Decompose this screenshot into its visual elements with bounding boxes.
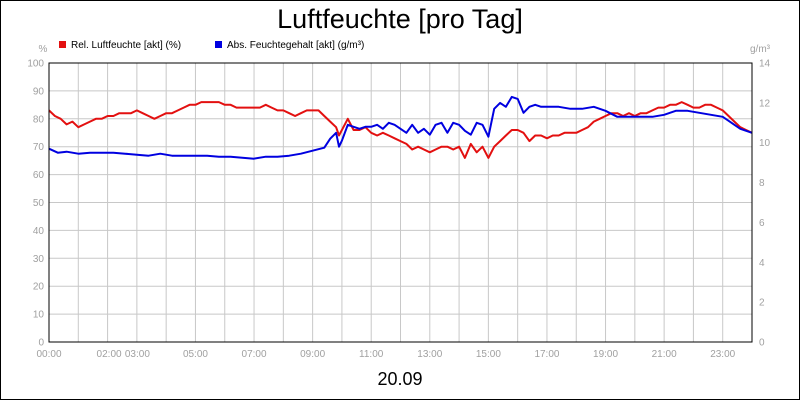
left-axis-unit: % — [39, 44, 48, 55]
left-tick-label: 70 — [33, 142, 45, 153]
right-tick-label: 10 — [759, 138, 771, 149]
x-tick-label: 11:00 — [359, 349, 384, 360]
x-tick-label: 05:00 — [183, 349, 208, 360]
plot-border — [48, 62, 753, 343]
left-tick-label: 60 — [33, 170, 45, 181]
x-tick-label: 21:00 — [652, 349, 677, 360]
right-tick-label: 12 — [759, 98, 771, 109]
legend-swatch-abs-humidity — [215, 41, 222, 48]
x-tick-label: 09:00 — [300, 349, 325, 360]
left-tick-label: 50 — [33, 198, 45, 209]
legend-swatch-rel-humidity — [59, 41, 66, 48]
left-tick-label: 90 — [33, 86, 45, 97]
x-tick-label: 03:00 — [125, 349, 150, 360]
x-tick-label: 17:00 — [534, 349, 559, 360]
x-tick-label: 23:00 — [710, 349, 735, 360]
x-tick-label: 02:00 — [97, 349, 122, 360]
legend-label-rel-humidity: Rel. Luftfeuchte [akt] (%) — [71, 40, 181, 51]
x-tick-label: 00:00 — [36, 349, 61, 360]
left-tick-label: 10 — [33, 310, 45, 321]
chart-title: Luftfeuchte [pro Tag] — [277, 4, 523, 34]
left-tick-label: 20 — [33, 282, 45, 293]
right-tick-label: 4 — [759, 258, 765, 269]
left-axis: 0 10 20 30 40 50 60 70 80 90 100 — [27, 59, 44, 349]
left-tick-label: 30 — [33, 254, 45, 265]
left-tick-label: 100 — [27, 59, 44, 70]
right-tick-label: 0 — [759, 338, 765, 349]
x-tick-label: 13:00 — [417, 349, 442, 360]
left-tick-label: 0 — [38, 338, 44, 349]
series-group — [48, 95, 753, 160]
series-line-abs-humidity — [48, 95, 753, 160]
right-axis-unit: g/m³ — [750, 44, 771, 55]
legend-label-abs-humidity: Abs. Feuchtegehalt [akt] (g/m³) — [227, 40, 364, 51]
date-label: 20.09 — [377, 369, 422, 389]
x-axis: 00:00 02:00 03:00 05:00 07:00 09:00 11:00 13:00… — [36, 349, 735, 360]
x-tick-label: 07:00 — [242, 349, 267, 360]
right-tick-label: 2 — [759, 298, 765, 309]
right-tick-label: 6 — [759, 218, 765, 229]
right-axis: 0 2 4 6 8 10 12 14 — [759, 59, 771, 349]
x-tick-label: 19:00 — [593, 349, 618, 360]
series-line-rel-humidity — [48, 101, 753, 159]
right-tick-label: 8 — [759, 178, 765, 189]
right-tick-label: 14 — [759, 59, 771, 70]
x-tick-label: 15:00 — [476, 349, 501, 360]
left-tick-label: 40 — [33, 226, 45, 237]
left-tick-label: 80 — [33, 114, 45, 125]
